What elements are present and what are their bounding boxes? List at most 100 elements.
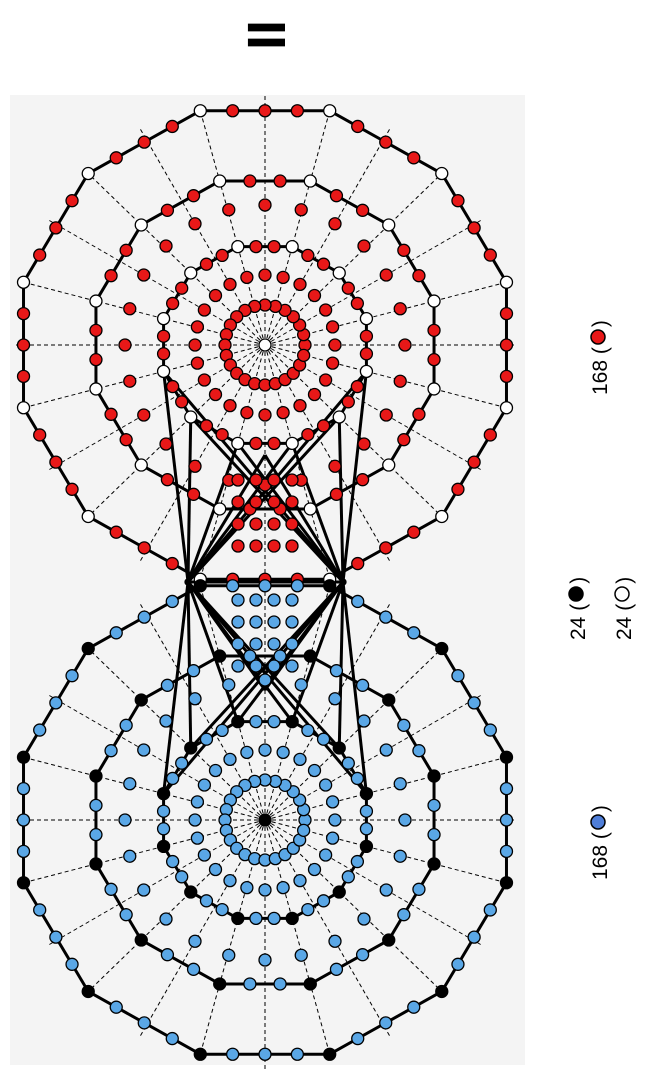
blue-vertex xyxy=(412,744,426,758)
blue-vertex xyxy=(137,610,151,624)
blue-vertex xyxy=(159,912,173,926)
blue-vertex xyxy=(467,696,481,710)
blue-vertex xyxy=(137,1016,151,1030)
blue-vertex xyxy=(118,813,132,827)
white-vertex xyxy=(499,401,514,415)
blue-vertex xyxy=(273,649,287,663)
red-vertex xyxy=(267,539,281,553)
red-vertex xyxy=(65,482,79,496)
blue-vertex xyxy=(231,593,245,607)
red-vertex xyxy=(267,517,281,531)
white-vertex xyxy=(382,218,396,232)
blue-vertex xyxy=(397,908,411,922)
white-vertex xyxy=(231,239,245,254)
red-vertex xyxy=(355,203,370,217)
white-vertex xyxy=(89,294,103,308)
blue-vertex xyxy=(249,615,263,629)
black-vertex xyxy=(427,769,441,783)
blue-vertex xyxy=(156,804,171,818)
red-vertex xyxy=(89,352,103,367)
black-vertex xyxy=(134,693,148,707)
blue-vertex xyxy=(249,593,263,607)
polygon-edge-line xyxy=(387,699,436,777)
polygon-edge-line xyxy=(309,654,390,702)
white-vertex xyxy=(285,436,299,451)
red-vertex xyxy=(350,379,365,394)
red-vertex xyxy=(341,281,355,295)
red-vertex xyxy=(33,428,47,442)
blue-vertex xyxy=(296,823,311,838)
blue-vertex xyxy=(16,781,31,796)
blue-vertex xyxy=(243,649,257,663)
blue-vertex xyxy=(328,813,342,827)
fan-edge-line xyxy=(186,581,193,749)
polygon-edge-line xyxy=(291,245,340,275)
red-vertex xyxy=(222,203,236,217)
white-vertex xyxy=(382,458,396,472)
red-vertex xyxy=(267,436,281,451)
red-vertex xyxy=(499,338,514,352)
white-vertex xyxy=(427,294,441,308)
red-vertex xyxy=(285,517,299,531)
blue-vertex xyxy=(197,848,212,862)
blue-vertex xyxy=(293,752,307,767)
blue-vertex xyxy=(160,678,175,692)
white-vertex xyxy=(156,311,171,326)
blue-vertex xyxy=(104,882,118,896)
blue-vertex xyxy=(222,678,236,692)
red-vertex xyxy=(137,268,151,282)
black-vertex xyxy=(184,885,198,899)
blue-vertex xyxy=(175,756,189,770)
red-vertex xyxy=(407,525,421,539)
blue-vertex xyxy=(89,827,103,842)
blue-vertex xyxy=(267,593,281,607)
fan-edge-line xyxy=(186,442,240,583)
fan-edge-line xyxy=(290,581,345,723)
blue-vertex xyxy=(285,593,299,607)
blue-vertex xyxy=(49,930,63,944)
red-vertex xyxy=(328,217,342,231)
polygon-edge-line xyxy=(94,699,143,777)
blue-vertex xyxy=(267,637,281,651)
blue-vertex xyxy=(294,678,308,692)
polygon-edge-line xyxy=(190,890,239,920)
white-vertex xyxy=(156,364,171,379)
red-vertex xyxy=(186,189,201,203)
red-vertex xyxy=(316,257,331,271)
white-vertex xyxy=(16,275,31,289)
white-vertex xyxy=(427,382,441,396)
polygon-edge-line xyxy=(162,845,193,893)
polygon-edge-line xyxy=(337,845,368,893)
white-vertex xyxy=(323,104,337,118)
black-vertex xyxy=(323,579,337,593)
red-vertex xyxy=(225,104,240,118)
solid-edges xyxy=(22,109,508,1056)
blue-vertex xyxy=(379,610,393,624)
blue-vertex xyxy=(33,723,47,737)
blue-vertex xyxy=(65,669,79,683)
red-vertex xyxy=(249,539,263,553)
blue-vertex xyxy=(258,883,272,897)
polygon-edge-line xyxy=(291,890,340,920)
red-vertex xyxy=(215,248,229,263)
black-vertex xyxy=(184,741,198,755)
red-vertex xyxy=(104,407,118,421)
blue-vertex xyxy=(223,873,237,888)
white-vertex xyxy=(359,311,374,326)
red-vertex xyxy=(215,427,229,442)
blue-vertex xyxy=(215,902,229,917)
red-vertex xyxy=(258,408,272,422)
red-vertex xyxy=(307,288,322,303)
black-vertex xyxy=(382,693,396,707)
blue-vertex xyxy=(318,778,333,792)
red-vertex xyxy=(231,517,245,531)
blue-vertex xyxy=(225,1047,240,1061)
blue-vertex xyxy=(137,743,151,757)
blue-vertex xyxy=(137,883,151,897)
red-vertex xyxy=(499,306,514,321)
blue-vertex xyxy=(307,862,322,877)
red-vertex xyxy=(341,395,355,409)
blue-vertex xyxy=(267,615,281,629)
white-vertex xyxy=(303,502,317,516)
red-vertex xyxy=(467,221,481,235)
